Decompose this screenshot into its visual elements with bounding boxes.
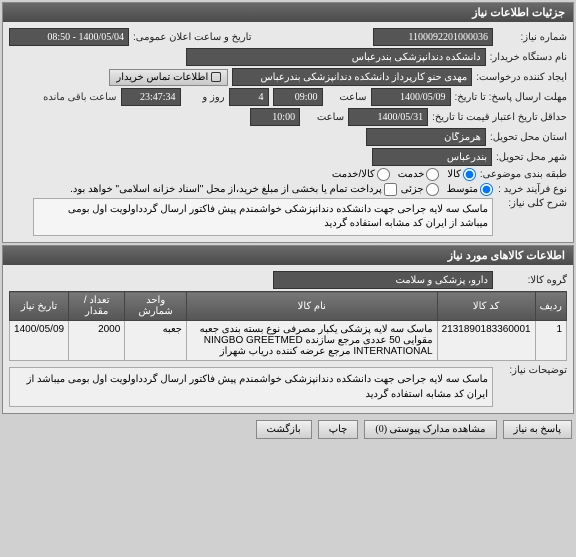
- goods-panel: اطلاعات کالاهای مورد نیاز گروه کالا: ردی…: [2, 245, 574, 414]
- remain-time-input[interactable]: [121, 88, 181, 106]
- proc-radio-group: متوسط جزئی: [401, 183, 493, 196]
- resp-date-input[interactable]: [371, 88, 451, 106]
- remain-suffix: ساعت باقی مانده: [43, 92, 116, 103]
- pack-label: طبقه بندی موضوعی:: [480, 169, 567, 180]
- proc-opt-0[interactable]: متوسط: [447, 183, 493, 196]
- time-label-1: ساعت: [327, 92, 367, 103]
- th-4: تعداد / مقدار: [69, 292, 125, 321]
- creator-label: ایجاد کننده درخواست:: [476, 72, 567, 83]
- valid-time-input[interactable]: [250, 108, 300, 126]
- pubdate-label: تاریخ و ساعت اعلان عمومی:: [133, 32, 252, 43]
- goods-body: گروه کالا: ردیف کد کالا نام کالا واحد شم…: [3, 265, 573, 413]
- contact-button[interactable]: اطلاعات تماس خریدار: [109, 69, 228, 86]
- panel-header-goods: اطلاعات کالاهای مورد نیاز: [3, 246, 573, 265]
- buyer-input[interactable]: [186, 48, 486, 66]
- notes-label: توضیحات نیاز:: [497, 365, 567, 376]
- print-button[interactable]: چاپ: [318, 420, 359, 439]
- pack-opt-2[interactable]: کالا/خدمت: [332, 168, 390, 181]
- phone-icon: [211, 72, 221, 82]
- province-label: استان محل تحویل:: [490, 132, 567, 143]
- valid-label: حداقل تاریخ اعتبار قیمت تا تاریخ:: [432, 112, 567, 123]
- td-3: جعبه: [125, 321, 187, 361]
- valid-date-input[interactable]: [348, 108, 428, 126]
- pack-radio-2[interactable]: [377, 168, 390, 181]
- th-3: واحد شمارش: [125, 292, 187, 321]
- desc-text: ماسک سه لایه جراحی جهت دانشکده دندانپزشک…: [33, 198, 493, 236]
- proc-radio-0[interactable]: [480, 183, 493, 196]
- goods-table: ردیف کد کالا نام کالا واحد شمارش تعداد /…: [9, 291, 567, 361]
- pack-radio-1[interactable]: [426, 168, 439, 181]
- attach-button[interactable]: مشاهده مدارک پیوستی (0): [364, 420, 496, 439]
- buyer-label: نام دستگاه خریدار:: [490, 52, 567, 63]
- th-2: نام کالا: [186, 292, 437, 321]
- footer-buttons: پاسخ به نیاز مشاهده مدارک پیوستی (0) چاپ…: [0, 416, 576, 443]
- table-header-row: ردیف کد کالا نام کالا واحد شمارش تعداد /…: [10, 292, 567, 321]
- pack-radio-group: کالا خدمت کالا/خدمت: [332, 168, 476, 181]
- th-5: تاریخ نیاز: [10, 292, 69, 321]
- table-row[interactable]: 1 2131890183360001 ماسک سه لایه پزشکی یک…: [10, 321, 567, 361]
- days-input[interactable]: [229, 88, 269, 106]
- details-body: شماره نیاز: تاریخ و ساعت اعلان عمومی: نا…: [3, 22, 573, 242]
- resp-time-input[interactable]: [273, 88, 323, 106]
- resp-deadline-label: مهلت ارسال پاسخ: تا تاریخ:: [455, 92, 567, 103]
- proc-radio-1[interactable]: [426, 183, 439, 196]
- pay-note: پرداخت تمام یا بخشی از مبلغ خرید،از محل …: [70, 184, 382, 195]
- th-0: ردیف: [535, 292, 566, 321]
- pack-opt-1[interactable]: خدمت: [398, 168, 440, 181]
- proc-opt-1[interactable]: جزئی: [401, 183, 439, 196]
- details-panel: جزئیات اطلاعات نیاز شماره نیاز: تاریخ و …: [2, 2, 574, 243]
- city-label: شهر محل تحویل:: [496, 152, 567, 163]
- desc-label: شرح کلی نیاز:: [497, 198, 567, 209]
- city-input[interactable]: [372, 148, 492, 166]
- td-0: 1: [535, 321, 566, 361]
- pack-opt-0[interactable]: کالا: [447, 168, 476, 181]
- creator-input[interactable]: [232, 68, 472, 86]
- pubdate-input[interactable]: [9, 28, 129, 46]
- province-input[interactable]: [366, 128, 486, 146]
- td-1: 2131890183360001: [437, 321, 535, 361]
- th-1: کد کالا: [437, 292, 535, 321]
- notes-text: ماسک سه لایه جراحی جهت دانشکده دندانپزشک…: [9, 367, 493, 407]
- td-4: 2000: [69, 321, 125, 361]
- reqno-label: شماره نیاز:: [497, 32, 567, 43]
- reqno-input[interactable]: [373, 28, 493, 46]
- pay-checkbox[interactable]: [384, 183, 397, 196]
- td-5: 1400/05/09: [10, 321, 69, 361]
- contact-btn-label: اطلاعات تماس خریدار: [116, 72, 208, 83]
- pay-note-item[interactable]: پرداخت تمام یا بخشی از مبلغ خرید،از محل …: [70, 183, 397, 196]
- time-label-2: ساعت: [304, 112, 344, 123]
- pack-radio-0[interactable]: [463, 168, 476, 181]
- back-button[interactable]: بازگشت: [256, 420, 312, 439]
- td-2: ماسک سه لایه پزشکی یکبار مصرفی نوع بسته …: [186, 321, 437, 361]
- panel-header-details: جزئیات اطلاعات نیاز: [3, 3, 573, 22]
- day-label: روز و: [185, 92, 225, 103]
- proc-label: نوع فرآیند خرید :: [497, 184, 567, 195]
- reply-button[interactable]: پاسخ به نیاز: [503, 420, 573, 439]
- group-label: گروه کالا:: [497, 275, 567, 286]
- group-input[interactable]: [273, 271, 493, 289]
